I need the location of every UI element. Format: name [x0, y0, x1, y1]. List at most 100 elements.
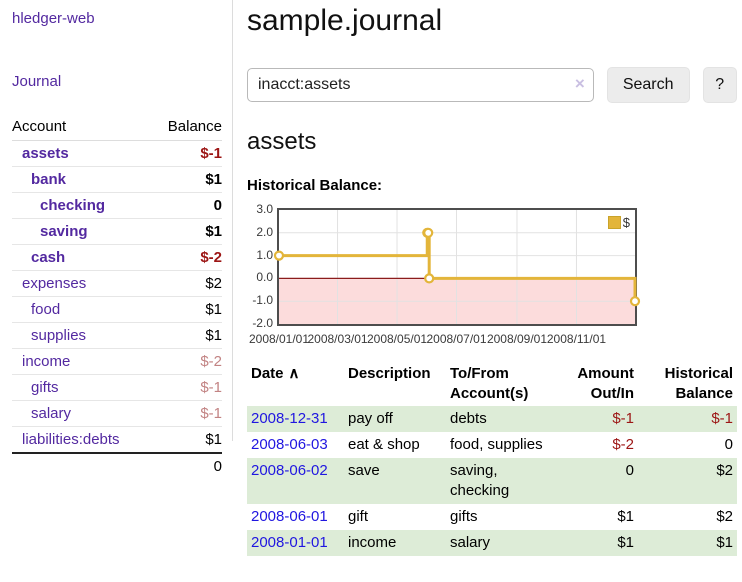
account-row: cash $-2	[12, 244, 222, 271]
account-link-income[interactable]: income	[22, 353, 71, 370]
sidebar-item-journal[interactable]: Journal	[12, 73, 62, 90]
transaction-balance: $2	[716, 508, 733, 525]
transaction-description: income	[348, 534, 397, 551]
account-link-assets[interactable]: assets	[22, 145, 69, 162]
chart-canvas	[273, 210, 641, 324]
legend-swatch-icon	[607, 216, 621, 229]
x-axis-label: 2008/03/01	[307, 332, 368, 346]
transaction-accounts: gifts	[450, 508, 478, 525]
account-balance: $-1	[151, 400, 222, 427]
transaction-accounts: salary	[450, 534, 491, 551]
account-link-food[interactable]: food	[31, 301, 61, 318]
transaction-balance: $2	[716, 462, 733, 479]
account-row: checking 0	[12, 192, 222, 219]
accounts-header-account: Account	[12, 114, 152, 141]
transaction-date-link[interactable]: 2008-06-01	[251, 508, 328, 525]
sort-asc-icon[interactable]: ∧	[288, 365, 300, 382]
y-axis-label: 3.0	[256, 202, 273, 216]
register-row: 2008-06-02 save saving, checking 0 $2	[247, 458, 737, 504]
transaction-amount: 0	[625, 462, 634, 479]
account-link-saving[interactable]: saving	[40, 223, 88, 240]
clear-search-icon[interactable]: ×	[574, 74, 585, 93]
account-row: saving $1	[12, 218, 222, 245]
chart-legend: $	[607, 215, 630, 230]
account-row: liabilities:debts $1	[12, 426, 222, 453]
account-balance: $2	[151, 270, 222, 297]
x-axis-label: 2008/09/01	[486, 332, 547, 346]
account-balance: $1	[151, 322, 222, 349]
account-link-bank[interactable]: bank	[31, 171, 67, 188]
account-balance: 0	[151, 192, 222, 219]
y-axis-label: 2.0	[256, 224, 273, 239]
app-title-link[interactable]: hledger-web	[12, 10, 95, 27]
transaction-description: save	[348, 462, 380, 479]
transaction-date-link[interactable]: 2008-06-02	[251, 462, 328, 479]
account-link-cash[interactable]: cash	[31, 249, 66, 266]
account-balance: $1	[151, 166, 222, 193]
account-balance: $1	[151, 218, 222, 245]
register-row: 2008-06-01 gift gifts $1 $2	[247, 504, 737, 530]
y-axis-label: 1.0	[256, 247, 273, 262]
account-heading: assets	[247, 128, 317, 155]
register-header-amount: Amount Out/In	[577, 365, 634, 402]
y-axis-label: 0.0	[256, 270, 273, 285]
transaction-amount: $-2	[612, 436, 634, 453]
account-balance: $1	[151, 296, 222, 323]
register-header-balance: Historical Balance	[664, 365, 733, 402]
accounts-header-balance: Balance	[151, 114, 222, 141]
account-row: salary $-1	[12, 400, 222, 427]
y-axis-label: -2.0	[252, 316, 273, 330]
account-link-supplies[interactable]: supplies	[31, 327, 87, 344]
transaction-description: pay off	[348, 410, 393, 427]
account-balance: $-1	[200, 145, 222, 162]
chart-plot-area[interactable]: $	[273, 208, 641, 326]
main-content: sample.journal × Search ? assets Histori…	[247, 0, 737, 556]
historical-balance-chart[interactable]: 3.0 2.0 1.0 0.0 -1.0 -2.0 2008/01/01 2008/03/01…	[247, 202, 687, 346]
register-row: 2008-06-03 eat & shop food, supplies $-2 0	[247, 432, 737, 458]
account-link-salary[interactable]: salary	[31, 405, 72, 422]
register-row: 2008-12-31 pay off debts $-1 $-1	[247, 406, 737, 432]
transaction-balance: $1	[716, 534, 733, 551]
accounts-total-row: 0	[12, 452, 222, 479]
register-header-accounts: To/From Account(s)	[450, 365, 529, 402]
accounts-total-value: 0	[151, 452, 222, 479]
account-row: gifts $-1	[12, 374, 222, 401]
help-button[interactable]: ?	[702, 67, 737, 103]
transaction-amount: $1	[617, 508, 634, 525]
transaction-balance: $-1	[711, 410, 733, 427]
account-link-gifts[interactable]: gifts	[31, 379, 59, 396]
transaction-date-link[interactable]: 2008-12-31	[251, 410, 328, 427]
x-axis-label: 2008/11/01	[546, 332, 607, 346]
register-header-date[interactable]: Date ∧	[251, 365, 300, 382]
page-title: sample.journal	[247, 4, 443, 37]
chart-title: Historical Balance:	[247, 177, 383, 194]
search-input[interactable]	[247, 68, 594, 102]
transaction-description: eat & shop	[348, 436, 420, 453]
x-axis-label: 2008/07/01	[426, 332, 487, 346]
account-row: income $-2	[12, 348, 222, 375]
register-row: 2008-01-01 income salary $1 $1	[247, 530, 737, 556]
transaction-date-link[interactable]: 2008-06-03	[251, 436, 328, 453]
legend-series-label: $	[622, 215, 630, 230]
search-bar: × Search ?	[247, 67, 737, 103]
transaction-accounts: saving, checking	[450, 462, 510, 499]
account-link-expenses[interactable]: expenses	[22, 275, 87, 292]
register-table: Date ∧ Description To/From Account(s) Amount…	[247, 362, 737, 556]
accounts-table: Account Balance assets $-1 bank $1 checking 0…	[12, 114, 222, 479]
account-balance: $-2	[151, 348, 222, 375]
y-axis-label: -1.0	[252, 293, 273, 308]
account-balance: $-1	[151, 374, 222, 401]
transaction-date-link[interactable]: 2008-01-01	[251, 534, 328, 551]
account-balance: $-2	[151, 244, 222, 271]
transaction-amount: $-1	[612, 410, 634, 427]
search-button[interactable]: Search	[606, 67, 690, 103]
transaction-description: gift	[348, 508, 369, 525]
account-link-checking[interactable]: checking	[40, 197, 106, 214]
account-row: expenses $2	[12, 270, 222, 297]
account-row: food $1	[12, 296, 222, 323]
register-header-description: Description	[348, 365, 431, 382]
account-link-liabilities-debts[interactable]: liabilities:debts	[22, 431, 120, 448]
transaction-amount: $1	[617, 534, 634, 551]
account-balance: $1	[151, 426, 222, 453]
sidebar: hledger-web Journal Account Balance asse…	[0, 0, 233, 479]
